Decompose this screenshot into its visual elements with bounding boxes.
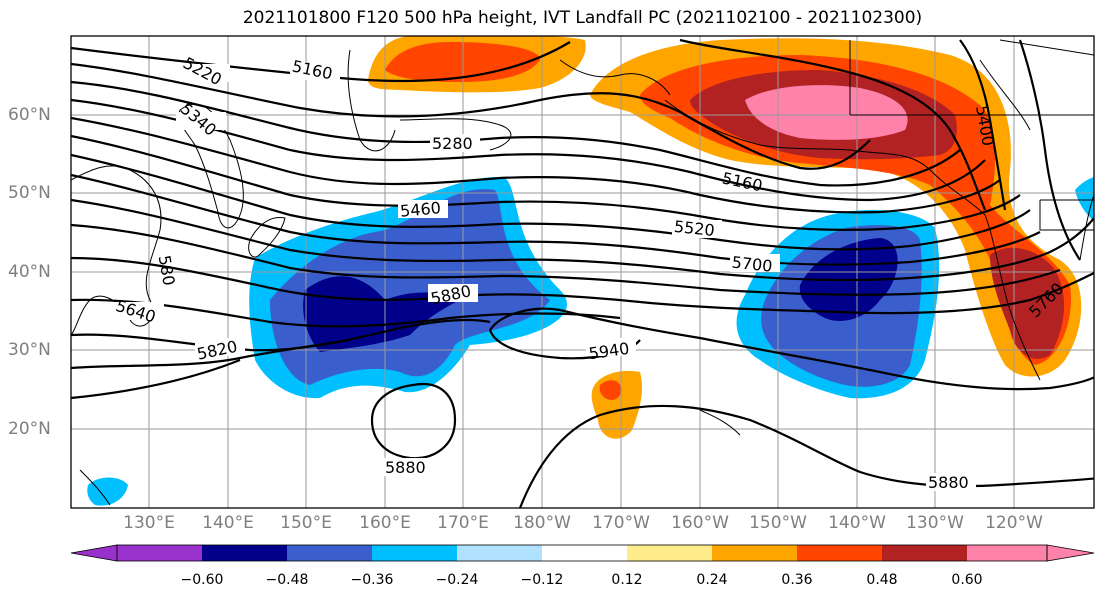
- lat-label: 50°N: [8, 183, 51, 203]
- colorbar-tick-label: −0.36: [350, 572, 394, 588]
- colorbar-segment: [627, 545, 712, 561]
- lon-label: 140°E: [202, 513, 254, 533]
- positive-anomaly-hawaii: [599, 380, 622, 400]
- colorbar-tick-label: 0.24: [696, 572, 728, 588]
- colorbar-segment: [542, 545, 627, 561]
- colorbar-segment: [797, 545, 882, 561]
- colorbar-segment: [882, 545, 967, 561]
- contour-label: 580: [155, 254, 179, 287]
- colorbar-tick-label: 0.36: [781, 572, 813, 588]
- ivt-shading: [87, 36, 1094, 506]
- colorbar-segment: [457, 545, 542, 561]
- colorbar-tick-label: 0.12: [611, 572, 643, 588]
- negative-anomaly-west: [303, 276, 460, 352]
- lon-label: 130°E: [123, 513, 175, 533]
- lon-label: 150°W: [749, 513, 807, 533]
- lat-label: 40°N: [8, 262, 51, 282]
- contour-label: 5880: [385, 458, 426, 477]
- colorbar-tick-label: 0.48: [866, 572, 898, 588]
- colorbar-tick-label: −0.12: [520, 572, 564, 588]
- positive-anomaly-alaska: [745, 85, 908, 140]
- contour-label: 5880: [928, 473, 969, 492]
- colorbar-tick-label: −0.48: [265, 572, 309, 588]
- contour-label: 5280: [432, 134, 473, 153]
- contour-label: 5460: [399, 198, 441, 220]
- lat-label: 30°N: [8, 340, 51, 360]
- map-frame: [70, 35, 1095, 509]
- lat-label: 60°N: [8, 105, 51, 125]
- lat-label: 20°N: [8, 419, 51, 439]
- contour-label: 5700: [731, 253, 773, 276]
- negative-anomaly-seasia: [87, 477, 128, 506]
- colorbar-segment: [712, 545, 797, 561]
- lon-label: 130°W: [906, 513, 964, 533]
- contour-label: 5520: [673, 217, 715, 240]
- lon-label: 150°E: [280, 513, 332, 533]
- colorbar-tick-label: −0.24: [435, 572, 479, 588]
- colorbar-tick-label: 0.60: [951, 572, 983, 588]
- height-contours: [71, 38, 1094, 508]
- colorbar: [70, 544, 1095, 562]
- colorbar-segment: [372, 545, 457, 561]
- lon-label: 170°W: [592, 513, 650, 533]
- colorbar-segment: [202, 545, 287, 561]
- colorbar-segment: [117, 545, 202, 561]
- lon-label: 160°E: [359, 513, 411, 533]
- colorbar-min-extend: [70, 544, 118, 562]
- colorbar-segment: [967, 545, 1047, 561]
- map-title: 2021101800 F120 500 hPa height, IVT Land…: [242, 8, 923, 28]
- colorbar-segment: [287, 545, 372, 561]
- contour-label: 5160: [720, 168, 764, 195]
- lon-label: 180°W: [513, 513, 571, 533]
- lon-label: 140°W: [828, 513, 886, 533]
- colorbar-tick-label: −0.60: [180, 572, 224, 588]
- lon-label: 160°W: [671, 513, 729, 533]
- lon-label: 170°E: [437, 513, 489, 533]
- lon-label: 120°W: [985, 513, 1043, 533]
- contour-label: 5640: [113, 296, 158, 327]
- colorbar-max-extend: [1046, 544, 1095, 562]
